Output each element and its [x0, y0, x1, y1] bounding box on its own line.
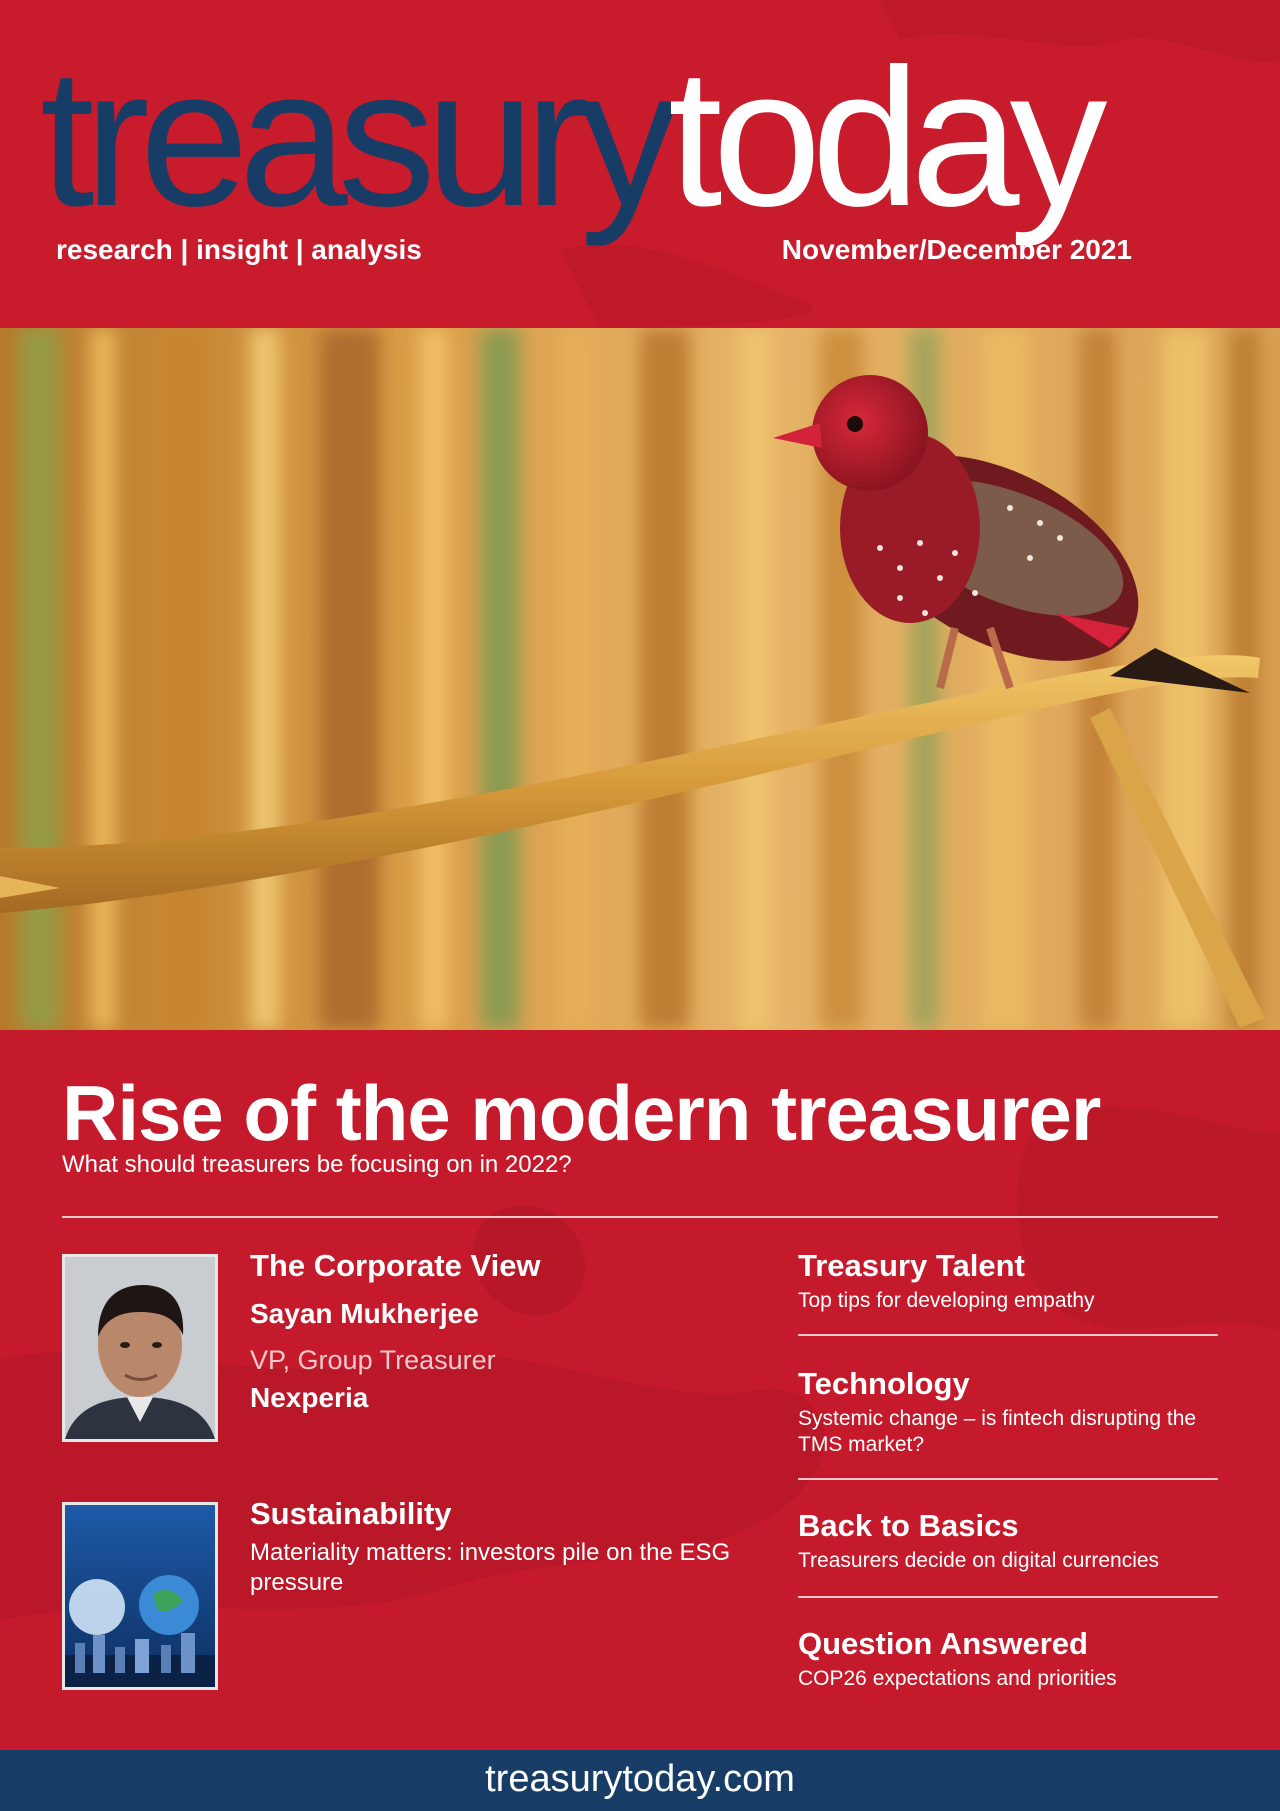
- cover-subheadline: What should treasurers be focusing on in…: [62, 1151, 572, 1178]
- sidebar-item-treasury-talent: Treasury Talent Top tips for developing …: [798, 1248, 1218, 1314]
- person-portrait-image: [65, 1257, 215, 1439]
- divider: [62, 1216, 1218, 1218]
- world-map-texture: [560, 0, 1280, 328]
- divider: [798, 1334, 1218, 1336]
- masthead: treasurytoday research | insight | analy…: [0, 0, 1280, 328]
- logo-today: today: [668, 28, 1107, 247]
- interviewee-role: VP, Group Treasurer: [250, 1345, 496, 1375]
- sidebar-item-technology: Technology Systemic change – is fintech …: [798, 1366, 1218, 1458]
- sidebar-item-text: Top tips for developing empathy: [798, 1289, 1095, 1312]
- cover-photo: [0, 328, 1280, 1030]
- divider: [798, 1478, 1218, 1480]
- sidebar-item-text: Systemic change – is fintech disrupting …: [798, 1407, 1197, 1456]
- footer-bar: treasurytoday.com: [0, 1750, 1280, 1811]
- sidebar-item-text: Treasurers decide on digital currencies: [798, 1549, 1160, 1572]
- sidebar-item-question-answered: Question Answered COP26 expectations and…: [798, 1626, 1218, 1692]
- logo-treasury: treasury: [40, 28, 678, 247]
- divider: [798, 1596, 1218, 1598]
- issue-date: November/December 2021: [781, 234, 1132, 265]
- sidebar-item-back-to-basics: Back to Basics Treasurers decide on digi…: [798, 1508, 1218, 1574]
- website-link[interactable]: treasurytoday.com: [485, 1758, 795, 1800]
- sidebar-item-title: Technology: [798, 1366, 970, 1401]
- sustainability-title: Sustainability: [250, 1496, 452, 1531]
- sustainability-image: [62, 1502, 218, 1690]
- logo: treasurytoday: [40, 40, 1108, 236]
- interviewee-name: Sayan Mukherjee: [250, 1298, 479, 1329]
- sidebar-item-title: Treasury Talent: [798, 1248, 1025, 1283]
- sidebar-item-title: Question Answered: [798, 1626, 1088, 1661]
- sustainability-text: Materiality matters: investors pile on t…: [250, 1539, 731, 1596]
- portrait-photo: [62, 1254, 218, 1442]
- bird-on-reed-image: [0, 328, 1280, 1030]
- bird: [773, 375, 1250, 693]
- sidebar-item-title: Back to Basics: [798, 1508, 1019, 1543]
- corporate-view-title: The Corporate View: [250, 1248, 541, 1283]
- cover-headline: Rise of the modern treasurer: [62, 1069, 1101, 1157]
- globe-city-image: [65, 1505, 215, 1687]
- interviewee-company: Nexperia: [250, 1382, 369, 1413]
- tagline: research | insight | analysis: [56, 234, 422, 265]
- sidebar-item-text: COP26 expectations and priorities: [798, 1667, 1117, 1690]
